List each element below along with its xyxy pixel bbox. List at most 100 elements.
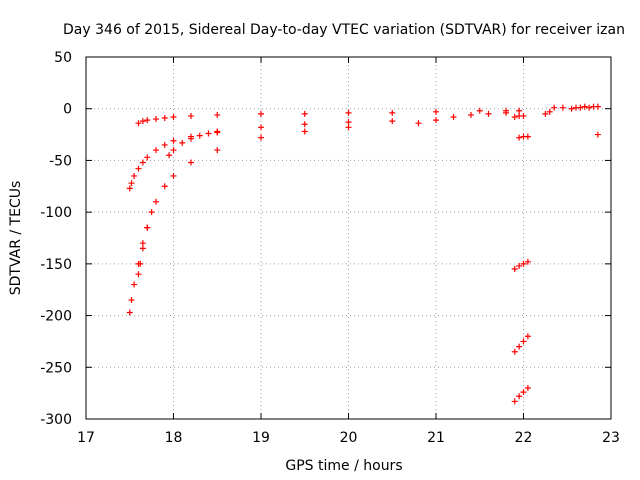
data-point <box>188 112 194 119</box>
data-point <box>516 343 523 350</box>
y-tick-label: -100 <box>40 205 72 221</box>
data-point <box>139 240 146 247</box>
data-point <box>214 128 221 135</box>
x-tick-label: 23 <box>602 430 620 446</box>
y-axis-label: SDTVAR / TECUs <box>8 181 24 296</box>
data-points <box>126 103 601 405</box>
data-point <box>258 124 264 131</box>
data-point <box>433 108 439 115</box>
data-point <box>520 389 527 396</box>
data-point <box>345 124 352 131</box>
data-point <box>153 147 159 154</box>
data-point <box>188 159 194 166</box>
data-point <box>468 111 474 118</box>
y-tick-label: 50 <box>54 50 72 66</box>
data-point <box>345 119 352 126</box>
data-point <box>144 224 151 231</box>
data-point <box>301 128 308 135</box>
data-point <box>139 245 146 252</box>
data-point <box>511 398 518 405</box>
data-point <box>135 165 142 172</box>
data-point <box>559 104 566 111</box>
data-point <box>594 103 601 110</box>
data-point <box>520 338 527 345</box>
data-point <box>516 262 523 269</box>
x-axis: 17 18 19 20 21 22 23 <box>77 57 620 446</box>
data-point <box>135 271 142 278</box>
y-tick-label: -150 <box>40 257 72 273</box>
data-point <box>577 104 584 111</box>
data-point <box>128 180 135 187</box>
y-tick-label: -200 <box>40 309 72 325</box>
data-point <box>511 266 518 273</box>
data-point <box>415 120 422 127</box>
data-point <box>511 113 518 120</box>
data-point <box>389 118 396 125</box>
data-point <box>450 113 457 120</box>
data-point <box>179 139 186 146</box>
data-point <box>153 198 159 205</box>
data-point <box>170 147 177 154</box>
data-point <box>131 172 138 179</box>
data-point <box>214 111 221 118</box>
series-arc-d <box>135 124 352 278</box>
data-point <box>586 104 593 111</box>
y-tick-label: -300 <box>40 412 72 428</box>
data-point <box>170 172 177 179</box>
data-point <box>148 209 155 216</box>
series-arc-f <box>415 109 509 127</box>
data-point <box>170 113 177 120</box>
data-point <box>511 348 518 355</box>
data-point <box>516 107 523 114</box>
data-point <box>135 120 142 127</box>
chart-title: Day 346 of 2015, Sidereal Day-to-day VTE… <box>63 22 625 38</box>
data-point <box>594 131 601 138</box>
series-arc-c <box>126 224 151 316</box>
data-point <box>170 137 177 144</box>
data-point <box>581 103 588 110</box>
series-arc-e <box>166 128 221 159</box>
data-point <box>214 147 221 154</box>
data-point <box>161 183 168 190</box>
y-tick-label: -250 <box>40 360 72 376</box>
data-point <box>139 159 146 166</box>
data-point <box>433 117 439 124</box>
data-point <box>524 258 531 265</box>
data-point <box>345 109 352 116</box>
data-point <box>516 134 523 141</box>
data-point <box>258 134 264 141</box>
data-point <box>144 117 151 124</box>
data-point <box>546 108 553 115</box>
data-point <box>161 141 168 148</box>
data-point <box>161 115 168 122</box>
y-axis: -300 -250 -200 -150 -100 -50 0 50 <box>40 50 611 428</box>
data-point <box>258 110 264 117</box>
data-point <box>524 384 531 391</box>
x-tick-label: 18 <box>165 430 183 446</box>
x-axis-label: GPS time / hours <box>285 458 402 474</box>
data-point <box>139 118 146 125</box>
x-tick-label: 17 <box>77 430 95 446</box>
series-late <box>542 103 601 138</box>
y-tick-label: 0 <box>63 102 72 118</box>
y-tick-label: -50 <box>49 153 72 169</box>
data-point <box>551 104 558 111</box>
data-point <box>389 109 396 116</box>
data-point <box>516 393 523 400</box>
data-point <box>485 110 492 117</box>
data-point <box>542 110 549 117</box>
data-point <box>301 121 308 128</box>
data-point <box>144 154 151 161</box>
data-point <box>476 107 483 114</box>
data-point <box>126 309 133 316</box>
data-point <box>126 185 133 192</box>
data-point <box>503 109 509 116</box>
series-pts-22 <box>511 107 531 405</box>
data-point <box>137 260 144 267</box>
data-point <box>301 110 308 117</box>
data-point <box>520 260 527 267</box>
data-point <box>131 281 138 288</box>
data-point <box>153 116 159 123</box>
data-point <box>128 297 135 304</box>
x-tick-label: 22 <box>515 430 533 446</box>
